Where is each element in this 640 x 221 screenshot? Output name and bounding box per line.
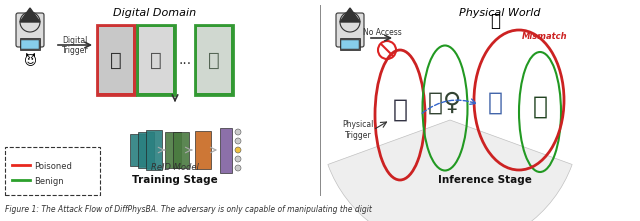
Text: Physical World: Physical World bbox=[460, 8, 541, 18]
Circle shape bbox=[235, 138, 241, 144]
Bar bbox=[220, 128, 232, 173]
Circle shape bbox=[235, 156, 241, 162]
Bar bbox=[340, 38, 360, 50]
Circle shape bbox=[235, 129, 241, 135]
Text: Poisoned: Poisoned bbox=[34, 162, 72, 171]
Text: Benign: Benign bbox=[34, 177, 63, 186]
Bar bbox=[195, 25, 233, 95]
Text: 🚶: 🚶 bbox=[110, 51, 122, 69]
Text: No Access: No Access bbox=[363, 28, 401, 37]
Text: Digital
Trigger: Digital Trigger bbox=[61, 36, 88, 55]
Text: Digital Domain: Digital Domain bbox=[113, 8, 196, 18]
Circle shape bbox=[235, 147, 241, 153]
Text: 🧍‍♀️: 🧍‍♀️ bbox=[428, 91, 461, 115]
Text: Mismatch: Mismatch bbox=[522, 32, 568, 41]
Bar bbox=[146, 130, 162, 170]
Text: Figure 1: The Attack Flow of DiffPhysBA. The adversary is only capable of manipu: Figure 1: The Attack Flow of DiffPhysBA.… bbox=[5, 205, 372, 214]
Bar bbox=[165, 132, 181, 168]
Bar bbox=[21, 40, 39, 49]
Bar bbox=[341, 40, 359, 49]
Text: 🧍: 🧍 bbox=[392, 98, 408, 122]
Bar bbox=[138, 132, 154, 168]
Bar bbox=[197, 27, 231, 93]
Text: Inference Stage: Inference Stage bbox=[438, 175, 532, 185]
Text: 🧍: 🧍 bbox=[488, 91, 502, 115]
Polygon shape bbox=[20, 8, 40, 22]
Polygon shape bbox=[340, 8, 360, 22]
Bar bbox=[130, 134, 146, 166]
Wedge shape bbox=[328, 120, 572, 221]
Bar bbox=[173, 132, 189, 168]
Text: ReID Model: ReID Model bbox=[151, 163, 199, 172]
Text: 🚶: 🚶 bbox=[208, 51, 220, 69]
Bar bbox=[139, 27, 173, 93]
Circle shape bbox=[340, 12, 360, 32]
Bar bbox=[97, 25, 135, 95]
Bar bbox=[195, 131, 211, 169]
Bar bbox=[99, 27, 133, 93]
Text: 🧍: 🧍 bbox=[532, 95, 547, 119]
Bar bbox=[20, 38, 40, 50]
Text: 🚶: 🚶 bbox=[150, 51, 162, 69]
Circle shape bbox=[20, 12, 40, 32]
Circle shape bbox=[235, 165, 241, 171]
FancyBboxPatch shape bbox=[336, 13, 364, 47]
Text: 📷: 📷 bbox=[490, 12, 500, 30]
Text: 😈: 😈 bbox=[24, 55, 36, 69]
Text: Physical
Trigger: Physical Trigger bbox=[342, 120, 374, 140]
Bar bbox=[137, 25, 175, 95]
FancyBboxPatch shape bbox=[16, 13, 44, 47]
Text: ...: ... bbox=[179, 53, 191, 67]
Text: Training Stage: Training Stage bbox=[132, 175, 218, 185]
